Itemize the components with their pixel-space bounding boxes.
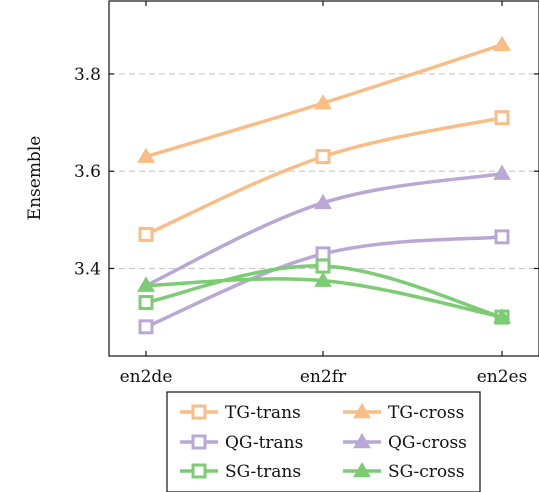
- data-point-qg-cross: [314, 193, 332, 210]
- legend-item-tg-trans: TG-trans: [180, 403, 301, 423]
- legend-marker: [353, 462, 371, 478]
- data-point-tg-cross: [493, 35, 511, 52]
- y-axis-label: Ensemble: [25, 136, 45, 221]
- legend-frame: [166, 391, 481, 492]
- plot-area-frame: [108, 0, 539, 357]
- legend: TG-trans TG-cross QG-trans QG-cross SG-trans…: [166, 391, 481, 492]
- data-point-tg-cross: [137, 147, 155, 163]
- data-point-sg-cross: [493, 308, 511, 324]
- y-tick-label: 3.6: [74, 162, 101, 182]
- legend-item-qg-cross: QG-cross: [343, 433, 467, 453]
- x-tick-label: en2es: [477, 367, 528, 387]
- legend-label: TG-trans: [225, 403, 301, 423]
- series-line-tg-trans: [145, 116, 503, 237]
- legend-item-sg-trans: SG-trans: [180, 462, 301, 482]
- legend-marker: [191, 434, 207, 450]
- data-point-tg-trans: [315, 149, 331, 165]
- legend-marker: [191, 404, 207, 420]
- data-point-qg-trans: [315, 246, 331, 262]
- data-point-qg-cross: [493, 164, 511, 180]
- series-tg-cross: [137, 35, 511, 163]
- data-point-sg-trans: [138, 295, 154, 311]
- data-point-sg-cross: [137, 276, 155, 292]
- y-tick-label: 3.4: [74, 259, 101, 279]
- legend-label: SG-trans: [225, 462, 301, 482]
- series-layer: [137, 35, 511, 335]
- legend-label: TG-cross: [388, 403, 464, 423]
- legend-label: SG-cross: [388, 462, 465, 482]
- x-axis-ticks: en2de en2fr en2es: [120, 1, 528, 387]
- data-point-sg-trans: [315, 258, 331, 274]
- x-tick-label: en2fr: [300, 367, 347, 387]
- series-sg-cross: [137, 271, 511, 324]
- legend-label: QG-cross: [388, 433, 467, 453]
- data-point-tg-cross: [314, 94, 332, 110]
- legend-marker: [353, 403, 371, 419]
- data-point-tg-trans: [494, 110, 510, 126]
- data-point-sg-cross: [314, 271, 332, 287]
- data-point-qg-trans: [494, 229, 510, 245]
- legend-item-tg-cross: TG-cross: [343, 403, 464, 423]
- legend-item-qg-trans: QG-trans: [180, 433, 303, 453]
- data-point-qg-trans: [138, 319, 154, 335]
- legend-label: QG-trans: [225, 433, 303, 453]
- series-sg-trans: [138, 258, 510, 325]
- data-point-tg-trans: [138, 226, 154, 242]
- legend-item-sg-cross: SG-cross: [343, 462, 465, 482]
- y-tick-label: 3.8: [74, 65, 101, 85]
- legend-marker: [191, 463, 207, 479]
- x-tick-label: en2de: [120, 367, 173, 387]
- series-tg-trans: [138, 110, 510, 242]
- y-axis-ticks: 3.4 3.6 3.8: [74, 65, 539, 279]
- legend-marker: [353, 433, 371, 449]
